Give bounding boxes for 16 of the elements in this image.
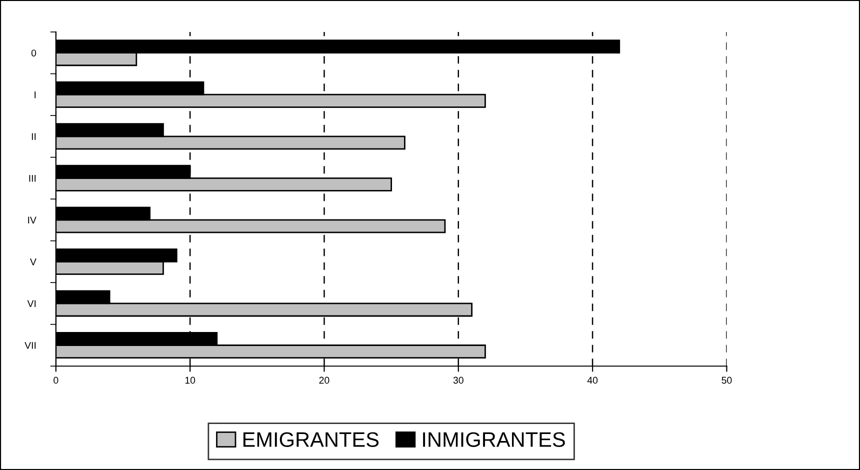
- x-tick-label: 30: [453, 376, 464, 384]
- y-tick-label: VII: [24, 342, 36, 349]
- x-tick-label: 40: [587, 376, 598, 384]
- y-tick-label: III: [29, 174, 36, 182]
- legend-label: EMIGRANTES: [243, 432, 379, 447]
- x-tick-label: 0: [54, 376, 58, 384]
- y-tick-label: VI: [27, 300, 36, 307]
- x-tick-label: 10: [185, 376, 196, 384]
- y-tick-label: I: [34, 91, 36, 98]
- y-tick-label: V: [30, 258, 36, 266]
- y-tick-label: IV: [28, 216, 36, 224]
- x-tick-label: 50: [722, 376, 732, 384]
- x-tick-label: 20: [319, 376, 330, 384]
- y-tick-label: 0: [31, 50, 36, 56]
- y-tick-label: II: [32, 133, 36, 140]
- legend-label: INMIGRANTES: [423, 432, 565, 447]
